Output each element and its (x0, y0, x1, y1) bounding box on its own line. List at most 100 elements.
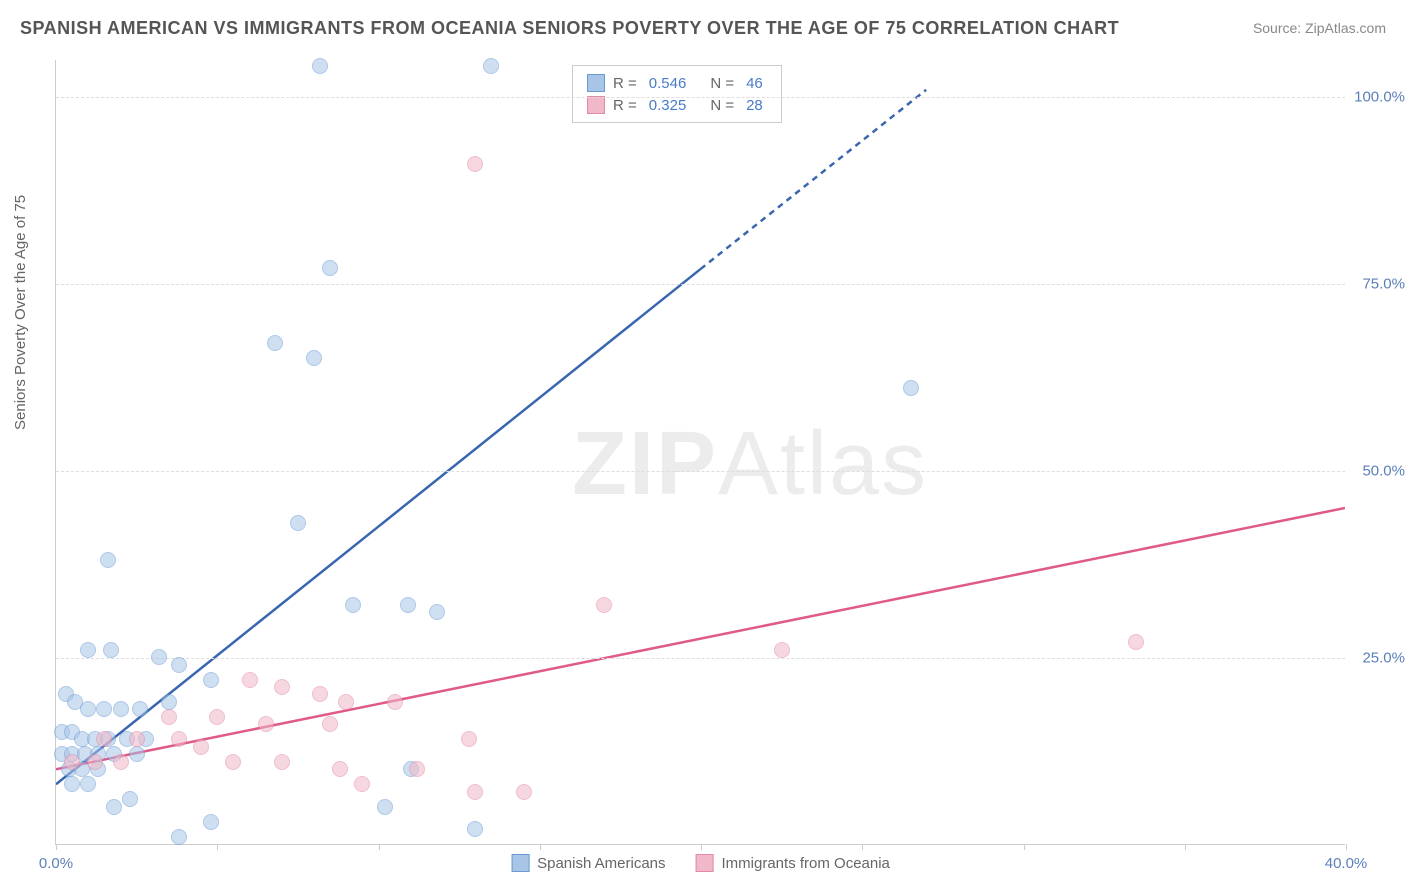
data-point (409, 761, 425, 777)
data-point (96, 701, 112, 717)
data-point (274, 679, 290, 695)
x-tick (1024, 844, 1025, 850)
legend-n-label: N = (710, 97, 734, 114)
data-point (132, 701, 148, 717)
x-tick (701, 844, 702, 850)
legend-swatch (587, 96, 605, 114)
data-point (322, 716, 338, 732)
data-point (80, 642, 96, 658)
x-tick (1185, 844, 1186, 850)
gridline (56, 658, 1345, 659)
data-point (461, 731, 477, 747)
data-point (345, 597, 361, 613)
data-point (87, 754, 103, 770)
x-tick (540, 844, 541, 850)
x-tick (217, 844, 218, 850)
data-point (225, 754, 241, 770)
data-point (467, 784, 483, 800)
data-point (483, 58, 499, 74)
x-tick (379, 844, 380, 850)
legend-n-value: 46 (746, 75, 763, 92)
data-point (267, 335, 283, 351)
data-point (113, 701, 129, 717)
data-point (171, 731, 187, 747)
data-point (161, 709, 177, 725)
data-point (151, 649, 167, 665)
gridline (56, 284, 1345, 285)
data-point (80, 776, 96, 792)
correlation-legend: R =0.546N =46R =0.325N =28 (572, 65, 782, 123)
data-point (64, 754, 80, 770)
gridline (56, 97, 1345, 98)
legend-row: R =0.546N =46 (587, 72, 767, 94)
legend-label: Immigrants from Oceania (722, 855, 890, 872)
data-point (80, 701, 96, 717)
trend-line (56, 269, 701, 784)
data-point (100, 552, 116, 568)
data-point (312, 58, 328, 74)
legend-r-value: 0.546 (649, 75, 687, 92)
watermark: ZIPAtlas (572, 413, 928, 516)
data-point (274, 754, 290, 770)
chart-title: SPANISH AMERICAN VS IMMIGRANTS FROM OCEA… (20, 18, 1119, 39)
y-tick-label: 100.0% (1354, 89, 1405, 106)
series-legend: Spanish Americans Immigrants from Oceania (511, 854, 890, 872)
gridline (56, 471, 1345, 472)
data-point (171, 829, 187, 845)
legend-swatch (587, 74, 605, 92)
legend-n-label: N = (710, 75, 734, 92)
data-point (242, 672, 258, 688)
data-point (290, 515, 306, 531)
y-tick-label: 50.0% (1362, 463, 1405, 480)
x-tick-label: 0.0% (39, 855, 73, 872)
x-tick-label: 40.0% (1325, 855, 1368, 872)
data-point (96, 731, 112, 747)
data-point (903, 380, 919, 396)
data-point (338, 694, 354, 710)
data-point (113, 754, 129, 770)
legend-n-value: 28 (746, 97, 763, 114)
y-axis-label: Seniors Poverty Over the Age of 75 (12, 195, 29, 430)
data-point (467, 821, 483, 837)
data-point (774, 642, 790, 658)
trend-line (56, 508, 1345, 769)
data-point (129, 731, 145, 747)
data-point (203, 814, 219, 830)
x-tick (56, 844, 57, 850)
data-point (377, 799, 393, 815)
data-point (354, 776, 370, 792)
y-tick-label: 25.0% (1362, 650, 1405, 667)
data-point (193, 739, 209, 755)
data-point (332, 761, 348, 777)
data-point (161, 694, 177, 710)
legend-r-label: R = (613, 97, 637, 114)
legend-label: Spanish Americans (537, 855, 665, 872)
data-point (306, 350, 322, 366)
legend-item: Immigrants from Oceania (696, 854, 890, 872)
x-tick (862, 844, 863, 850)
data-point (1128, 634, 1144, 650)
x-tick (1346, 844, 1347, 850)
watermark-bold: ZIP (572, 414, 718, 514)
data-point (400, 597, 416, 613)
data-point (209, 709, 225, 725)
data-point (106, 799, 122, 815)
plot-area: ZIPAtlas R =0.546N =46R =0.325N =28 Span… (55, 60, 1345, 845)
data-point (258, 716, 274, 732)
data-point (203, 672, 219, 688)
data-point (322, 260, 338, 276)
data-point (129, 746, 145, 762)
watermark-rest: Atlas (718, 414, 928, 514)
data-point (387, 694, 403, 710)
y-tick-label: 75.0% (1362, 276, 1405, 293)
data-point (312, 686, 328, 702)
data-point (516, 784, 532, 800)
source-label: Source: ZipAtlas.com (1253, 20, 1386, 36)
data-point (103, 642, 119, 658)
legend-swatch (511, 854, 529, 872)
legend-swatch (696, 854, 714, 872)
trend-lines (56, 60, 1345, 844)
legend-r-value: 0.325 (649, 97, 687, 114)
data-point (429, 604, 445, 620)
legend-item: Spanish Americans (511, 854, 665, 872)
